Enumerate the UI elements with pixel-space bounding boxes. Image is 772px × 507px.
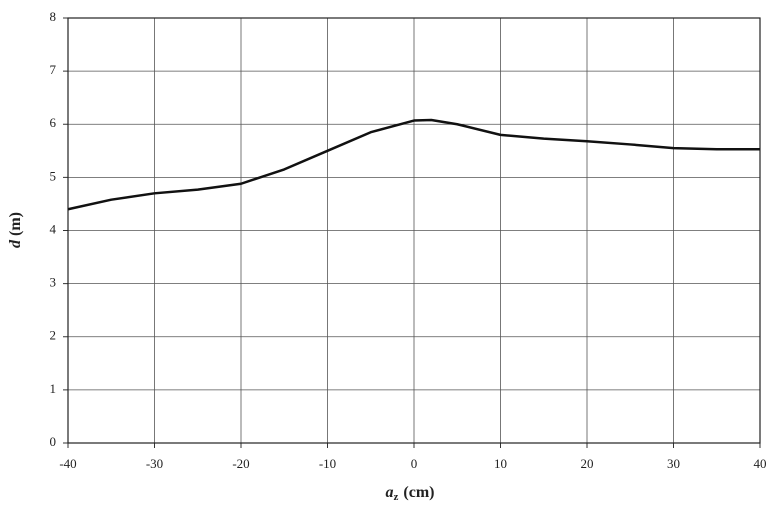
y-symbol: d	[7, 239, 24, 248]
x-tick-label: 10	[494, 456, 507, 471]
y-tick-label: 4	[50, 221, 57, 236]
x-tick-label: 20	[581, 456, 594, 471]
y-tick-label: 0	[50, 434, 57, 449]
x-tick-label: 0	[411, 456, 418, 471]
y-tick-label: 3	[50, 275, 57, 290]
x-tick-label: -40	[59, 456, 76, 471]
x-tick-label: -30	[146, 456, 163, 471]
y-tick-label: 2	[50, 328, 57, 343]
x-subscript: z	[394, 491, 399, 503]
data-line	[67, 118, 760, 211]
y-axis-title: d (m)	[7, 212, 24, 248]
x-axis-title: az (cm)	[386, 484, 435, 503]
x-tick-label: -10	[319, 456, 336, 471]
y-tick-label: 8	[50, 9, 57, 24]
y-tick-label: 1	[50, 381, 57, 396]
x-tick-label: -20	[232, 456, 249, 471]
y-tick-label: 6	[50, 115, 57, 130]
y-tick-label: 5	[50, 168, 57, 183]
x-unit: (cm)	[403, 484, 434, 501]
y-unit: (m)	[7, 212, 24, 236]
x-tick-label: 30	[667, 456, 680, 471]
plot-frame	[67, 17, 761, 444]
y-tick-label: 7	[50, 62, 57, 77]
x-symbol: a	[386, 484, 394, 501]
x-tick-label: 40	[754, 456, 767, 471]
